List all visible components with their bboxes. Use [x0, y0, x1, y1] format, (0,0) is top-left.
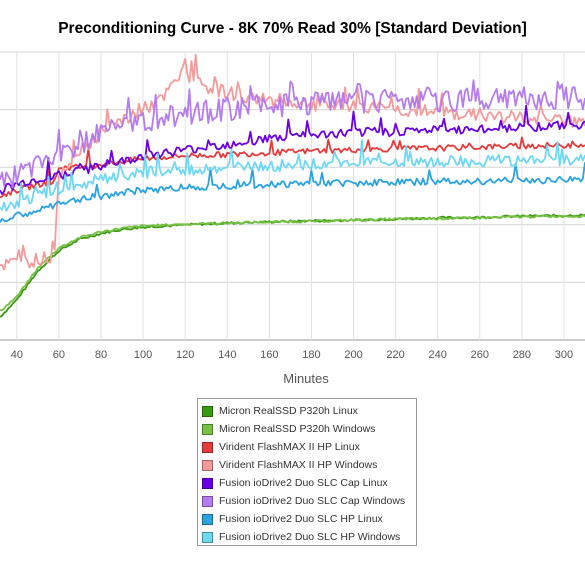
x-tick-label: 40 [11, 349, 23, 361]
legend-item: Fusion ioDrive2 Duo SLC Cap Linux [202, 474, 416, 492]
x-tick-label: 80 [95, 349, 107, 361]
legend-item: Fusion ioDrive2 Duo SLC HP Windows [202, 528, 416, 546]
series-lines [0, 53, 585, 318]
x-tick-label: 160 [260, 349, 278, 361]
series-line [0, 104, 585, 195]
legend-swatch [202, 405, 213, 417]
legend-label: Virident FlashMAX II HP Windows [219, 459, 378, 471]
series-line [0, 162, 585, 223]
legend-label: Fusion ioDrive2 Duo SLC Cap Windows [219, 495, 406, 507]
series-line [0, 79, 585, 189]
legend-item: Fusion ioDrive2 Duo SLC Cap Windows [202, 492, 416, 510]
x-tick-label: 140 [218, 349, 236, 361]
series-line [0, 53, 585, 271]
legend-item: Virident FlashMAX II HP Linux [202, 438, 416, 456]
x-tick-label: 240 [429, 349, 447, 361]
x-tick-label: 180 [302, 349, 320, 361]
legend-swatch [202, 477, 213, 489]
x-tick-label: 220 [386, 349, 404, 361]
series-line [0, 139, 585, 212]
x-tick-label: 300 [555, 349, 573, 361]
legend-swatch [202, 441, 213, 453]
grid [0, 51, 585, 341]
legend-item: Fusion ioDrive2 Duo SLC HP Linux [202, 510, 416, 528]
legend: Micron RealSSD P320h Linux Micron RealSSD… [197, 398, 417, 546]
legend-label: Micron RealSSD P320h Linux [219, 405, 358, 417]
legend-item: Micron RealSSD P320h Windows [202, 420, 416, 438]
x-axis-ticks: 40 60 80 100 120 140 160 180 200 220 240 260 280 300 [11, 349, 573, 361]
legend-label: Virident FlashMAX II HP Linux [219, 441, 360, 453]
series-line [0, 214, 585, 312]
series-line [0, 213, 585, 318]
legend-item: Virident FlashMAX II HP Windows [202, 456, 416, 474]
legend-swatch [202, 513, 213, 525]
x-tick-label: 100 [134, 349, 152, 361]
x-tick-label: 200 [344, 349, 362, 361]
legend-label: Fusion ioDrive2 Duo SLC Cap Linux [219, 477, 388, 489]
legend-swatch [202, 531, 213, 543]
x-tick-label: 60 [53, 349, 65, 361]
legend-swatch [202, 423, 213, 435]
legend-swatch [202, 495, 213, 507]
chart-title: Preconditioning Curve - 8K 70% Read 30% … [58, 20, 527, 37]
legend-item: Micron RealSSD P320h Linux [202, 402, 416, 420]
x-axis-title: Minutes [283, 371, 329, 386]
legend-swatch [202, 459, 213, 471]
legend-label: Fusion ioDrive2 Duo SLC HP Windows [219, 531, 401, 543]
legend-label: Fusion ioDrive2 Duo SLC HP Linux [219, 513, 383, 525]
legend-label: Micron RealSSD P320h Windows [219, 423, 376, 435]
x-tick-label: 260 [471, 349, 489, 361]
x-tick-label: 280 [513, 349, 531, 361]
x-tick-label: 120 [176, 349, 194, 361]
